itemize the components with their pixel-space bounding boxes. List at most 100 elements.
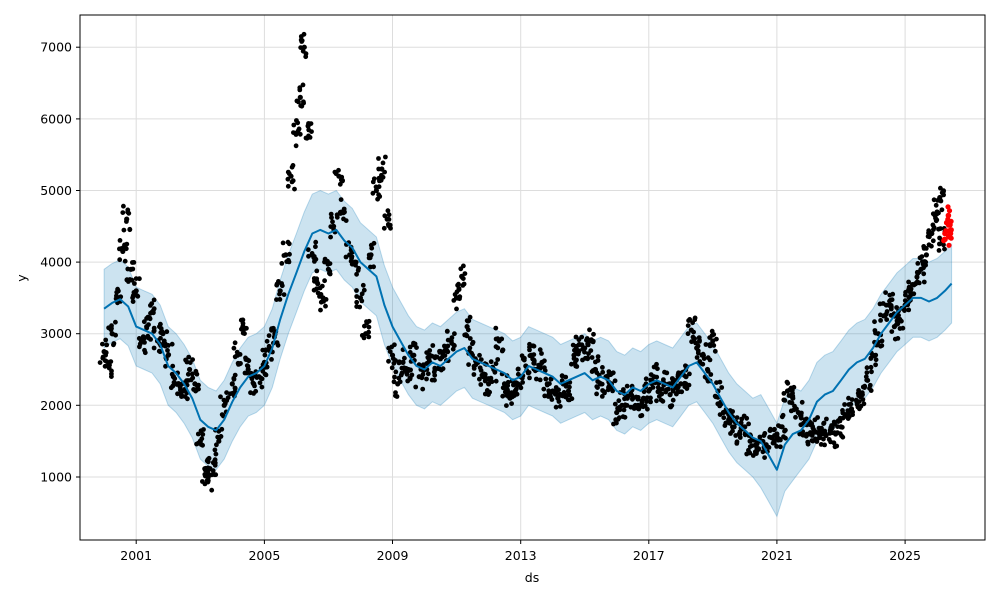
observed-point	[465, 318, 471, 324]
observed-point	[884, 309, 890, 314]
observed-point	[206, 455, 212, 461]
observed-point	[470, 339, 476, 345]
x-tick-label: 2001	[120, 548, 152, 563]
recent-actual-point	[948, 235, 954, 241]
observed-point	[711, 332, 717, 337]
observed-point	[723, 420, 729, 426]
observed-point	[121, 227, 127, 233]
observed-point	[687, 371, 692, 377]
observed-point	[648, 372, 654, 377]
observed-point	[900, 325, 906, 331]
observed-point	[293, 143, 299, 149]
observed-point	[794, 406, 799, 412]
observed-point	[929, 243, 934, 249]
observed-point	[487, 389, 492, 395]
observed-point	[285, 176, 291, 182]
observed-point	[322, 256, 328, 262]
observed-point	[541, 386, 547, 392]
observed-point	[793, 414, 798, 420]
observed-point	[420, 386, 426, 392]
observed-point	[588, 348, 594, 353]
observed-point	[354, 299, 360, 305]
observed-point	[824, 416, 829, 422]
observed-point	[251, 391, 256, 396]
observed-point	[383, 154, 388, 160]
observed-point	[366, 329, 371, 335]
observed-point	[781, 391, 787, 396]
observed-point	[257, 380, 263, 386]
observed-point	[774, 444, 779, 449]
observed-point	[610, 370, 616, 376]
observed-point	[504, 403, 509, 408]
observed-point	[318, 307, 323, 313]
observed-point	[122, 258, 128, 264]
observed-point	[575, 348, 581, 353]
observed-point	[298, 34, 304, 39]
recent-actual-points	[941, 204, 954, 248]
observed-point	[410, 353, 415, 359]
observed-point	[328, 224, 334, 230]
observed-point	[939, 207, 945, 213]
observed-point	[440, 366, 446, 372]
observed-point	[354, 271, 359, 277]
observed-point	[798, 414, 804, 420]
x-tick-label: 2005	[248, 548, 280, 563]
observed-point	[444, 329, 450, 334]
y-tick-label: 1000	[40, 470, 72, 485]
observed-point	[196, 382, 201, 388]
observed-point	[933, 202, 939, 208]
observed-point	[289, 164, 295, 170]
observed-point	[717, 379, 723, 385]
observed-point	[641, 389, 647, 395]
observed-point	[645, 406, 650, 412]
observed-point	[144, 325, 150, 331]
observed-point	[445, 343, 451, 349]
observed-point	[400, 359, 406, 365]
observed-point	[279, 261, 285, 266]
observed-point	[361, 287, 367, 293]
observed-point	[232, 372, 238, 378]
observed-point	[221, 397, 227, 403]
observed-point	[454, 306, 459, 312]
observed-point	[790, 393, 796, 399]
observed-point	[746, 447, 751, 453]
observed-point	[264, 364, 270, 370]
observed-point	[534, 376, 539, 382]
observed-point	[457, 294, 463, 300]
observed-point	[683, 363, 688, 369]
observed-point	[719, 385, 725, 390]
observed-point	[782, 428, 787, 434]
observed-point	[106, 365, 112, 371]
observed-point	[868, 364, 874, 370]
observed-point	[157, 324, 162, 330]
observed-point	[317, 293, 323, 299]
observed-point	[151, 345, 157, 351]
observed-point	[151, 325, 157, 331]
observed-point	[812, 417, 818, 423]
observed-point	[301, 99, 306, 105]
observed-point	[166, 352, 172, 358]
observed-point	[595, 385, 600, 390]
observed-point	[460, 276, 466, 281]
observed-point	[147, 315, 153, 321]
observed-point	[589, 355, 595, 360]
observed-point	[937, 241, 942, 247]
observed-point	[708, 372, 714, 377]
observed-point	[864, 370, 870, 375]
observed-point	[308, 121, 314, 126]
observed-point	[937, 195, 943, 200]
observed-point	[386, 345, 392, 351]
observed-point	[527, 353, 533, 359]
observed-point	[734, 415, 740, 420]
observed-point	[306, 127, 312, 133]
observed-point	[778, 444, 783, 450]
observed-point	[942, 246, 947, 252]
observed-point	[595, 379, 601, 384]
observed-point	[624, 383, 630, 389]
observed-point	[569, 361, 574, 367]
observed-point	[438, 348, 443, 354]
observed-point	[789, 388, 795, 393]
observed-point	[860, 397, 866, 402]
observed-point	[130, 293, 136, 298]
